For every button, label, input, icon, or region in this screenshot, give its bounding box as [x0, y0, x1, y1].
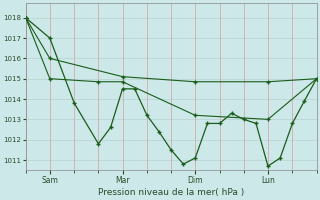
X-axis label: Pression niveau de la mer( hPa ): Pression niveau de la mer( hPa )	[98, 188, 244, 197]
